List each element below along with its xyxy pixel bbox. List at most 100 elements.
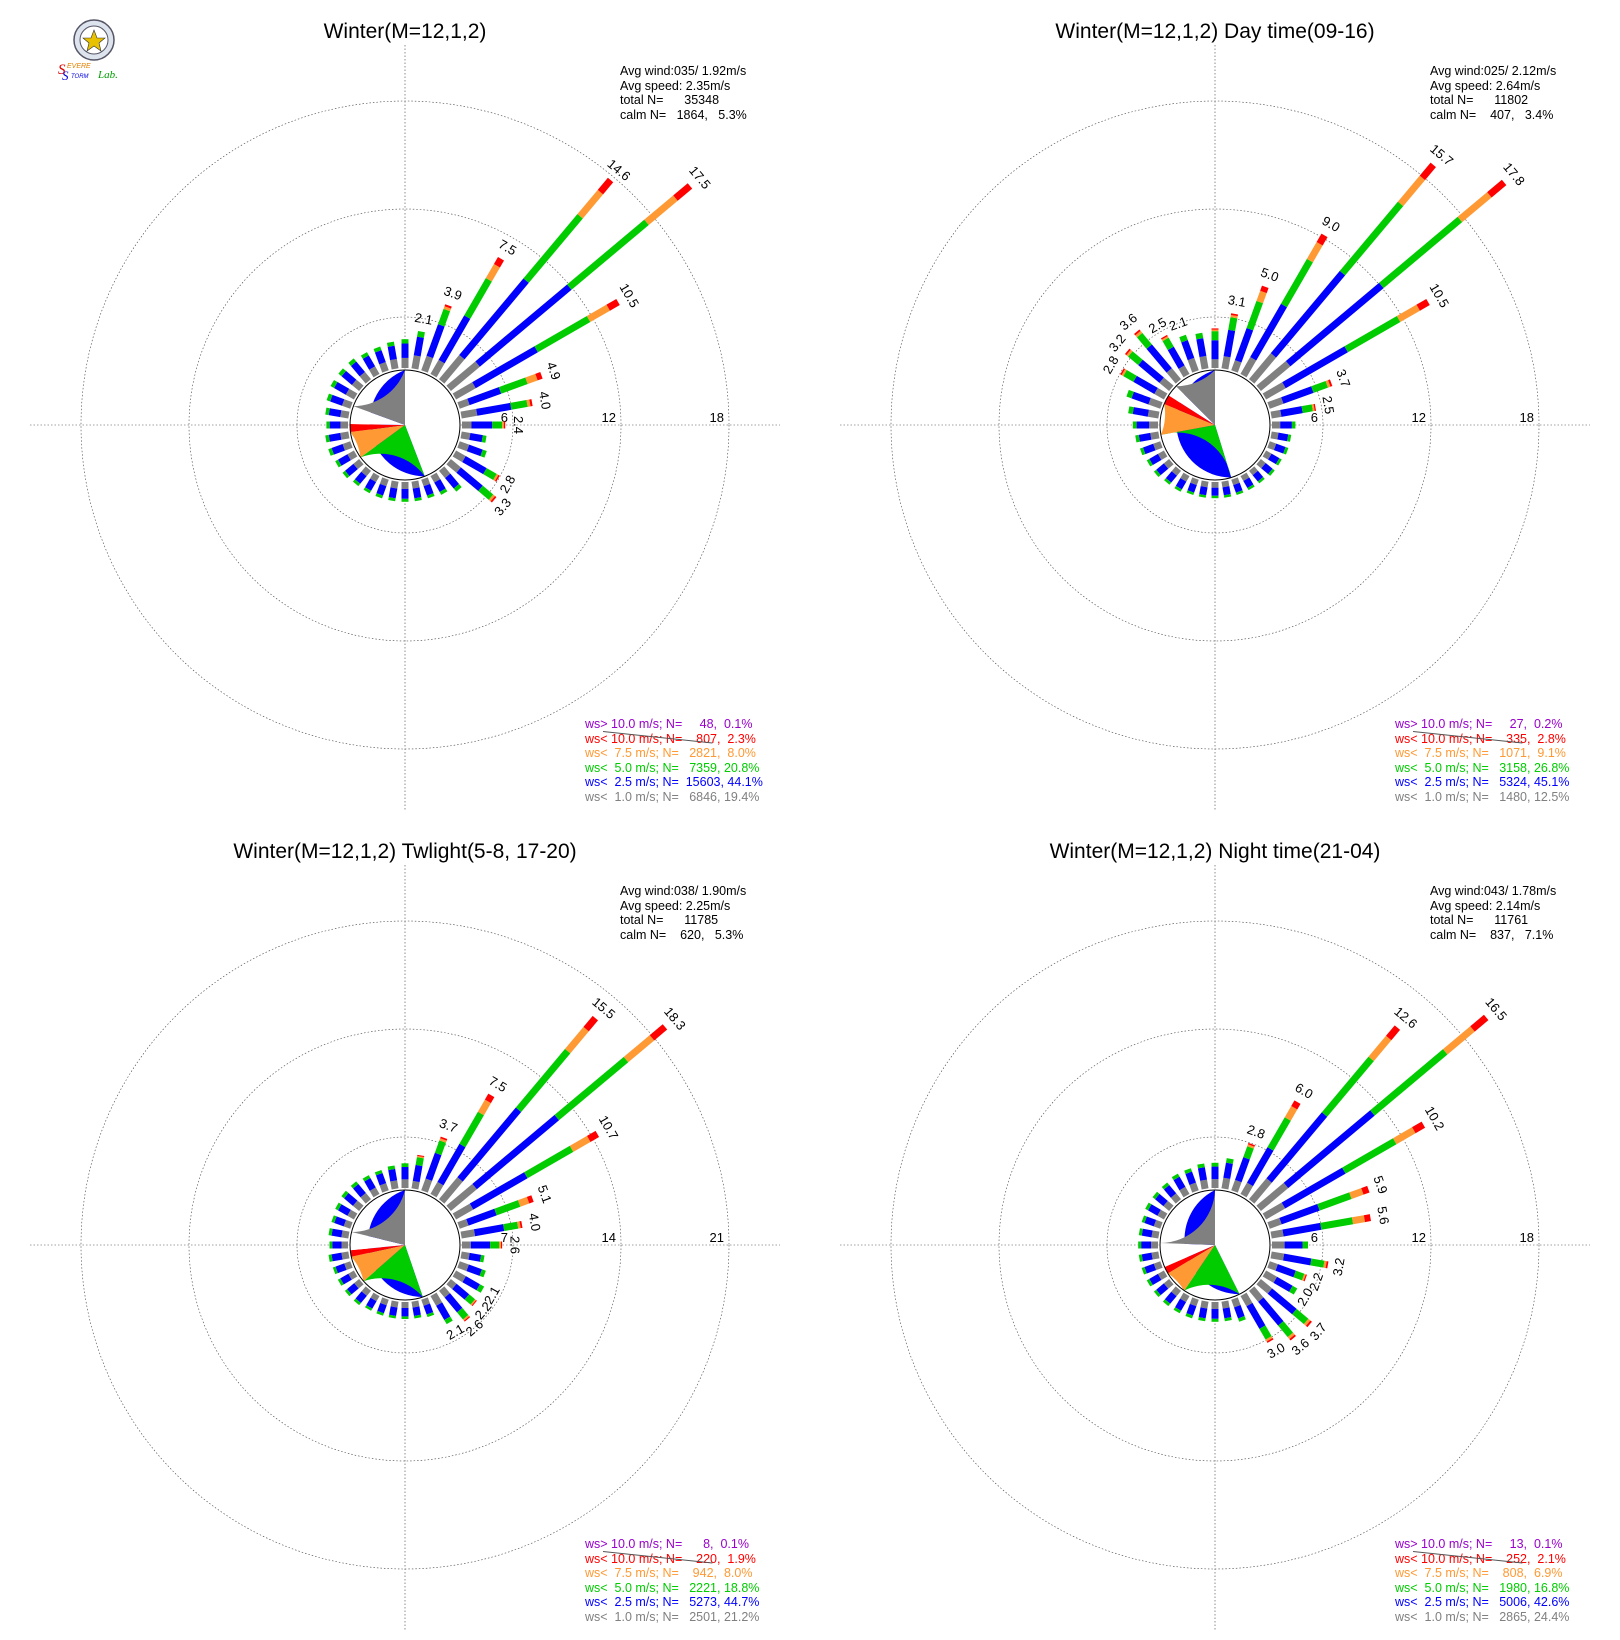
bar-segment-lt1 xyxy=(1211,482,1219,488)
wind-stat-line: Avg speed: 2.64m/s xyxy=(1430,78,1541,93)
bar-segment-lt1 xyxy=(457,441,470,452)
bar-segment-lt5 xyxy=(479,1254,485,1263)
ring-tick-label: 12 xyxy=(1412,410,1426,425)
bar-segment-lt1 xyxy=(370,1292,380,1302)
bar-segment-lt5 xyxy=(490,1241,500,1249)
direction-bar xyxy=(342,458,364,479)
bar-segment-lt2_5 xyxy=(1138,432,1152,442)
bar-segment-lt1 xyxy=(1256,458,1266,469)
bar-segment-lt2_5 xyxy=(462,456,487,475)
bar-segment-lt1 xyxy=(1231,1179,1242,1193)
bar-segment-lt2_5 xyxy=(1141,1241,1152,1249)
bar-segment-lt1 xyxy=(341,1241,349,1249)
bar-segment-lt5 xyxy=(1139,447,1146,456)
bar-segment-lt1 xyxy=(354,1278,364,1289)
bar-segment-lt5 xyxy=(1145,1202,1152,1211)
bar-segment-lt1 xyxy=(1187,357,1199,373)
bar-segment-lt5 xyxy=(364,1305,373,1311)
direction-bar xyxy=(457,1261,486,1278)
bar-segment-lt1 xyxy=(390,480,399,489)
bar-value-label: 4.0 xyxy=(536,390,554,410)
direction-bar xyxy=(1231,285,1269,373)
bar-segment-lt2_5 xyxy=(1198,1307,1208,1319)
bar-segment-lt1 xyxy=(401,357,409,368)
bar-segment-lt2_5 xyxy=(1211,340,1219,360)
bar-segment-lt1 xyxy=(1267,1261,1278,1271)
bar-segment-lt5 xyxy=(348,358,357,367)
bar-segment-lt2_5 xyxy=(347,1283,359,1295)
bar-segment-lt2_5 xyxy=(468,1252,482,1262)
direction-bar xyxy=(1270,431,1292,442)
bar-segment-lt2_5 xyxy=(1196,338,1207,358)
bar-segment-lt2_5 xyxy=(412,1306,421,1316)
direction-bar xyxy=(1138,1228,1160,1239)
direction-bar xyxy=(1139,441,1163,456)
direction-bar xyxy=(1141,1215,1163,1229)
bar-segment-lt2_5 xyxy=(1267,1288,1297,1315)
bar-segment-lt5 xyxy=(567,219,649,290)
bar-segment-lt2_5 xyxy=(1234,1157,1250,1183)
direction-bar xyxy=(1120,368,1168,400)
bar-segment-lt1 xyxy=(457,1261,469,1272)
direction-bar xyxy=(1231,477,1244,495)
bar-segment-lt2_5 xyxy=(401,1307,409,1317)
direction-bar xyxy=(1267,1261,1307,1282)
bar-segment-lt5 xyxy=(426,493,435,499)
bar-segment-lt2_5 xyxy=(328,432,342,442)
bar-segment-lt5 xyxy=(401,339,409,344)
bar-segment-lt5 xyxy=(1211,495,1219,499)
bar-segment-lt1 xyxy=(1248,466,1258,476)
bar-segment-lt7_5 xyxy=(416,1155,425,1159)
bar-segment-lt2_5 xyxy=(1275,1264,1296,1278)
bar-segment-lt10 xyxy=(597,177,614,195)
bar-segment-lt2_5 xyxy=(423,483,434,496)
bar-segment-lt7_5 xyxy=(1303,1318,1311,1326)
bar-segment-lt10 xyxy=(1385,1025,1401,1041)
pie-slice xyxy=(1160,403,1215,435)
direction-bar xyxy=(461,1241,503,1249)
wind-rose-plot: 6 12 182.86.012.6 16.510.25.95.63.22.22.03.… xyxy=(840,865,1590,1630)
direction-bar xyxy=(1262,450,1282,466)
direction-bar xyxy=(1160,334,1190,378)
direction-bar xyxy=(1221,1158,1234,1190)
bar-segment-lt2_5 xyxy=(387,345,397,361)
bar-value-label: 3.2 xyxy=(1330,1257,1348,1277)
bar-segment-lt5 xyxy=(1135,434,1140,443)
wind-stat-line: calm N= 837, 7.1% xyxy=(1430,927,1554,942)
direction-bar xyxy=(362,1175,380,1198)
direction-bar xyxy=(460,431,487,443)
direction-bar xyxy=(421,304,452,373)
direction-bar xyxy=(1197,1163,1209,1190)
bar-segment-lt1 xyxy=(1262,382,1286,400)
panel-title: Winter(M=12,1,2) Day time(09-16) xyxy=(1055,20,1375,43)
bar-segment-lt1 xyxy=(1262,450,1272,460)
bar-segment-lt2_5 xyxy=(1149,1273,1162,1285)
bar-segment-lt7_5 xyxy=(1247,1144,1255,1149)
bar-segment-lt5 xyxy=(1293,1270,1305,1281)
direction-bar xyxy=(1248,1025,1401,1204)
bar-segment-lt7_5 xyxy=(1325,380,1331,388)
bar-segment-lt1 xyxy=(411,480,420,489)
bar-segment-lt2_5 xyxy=(438,315,471,364)
wind-stat-line: Avg wind:025/ 2.12m/s xyxy=(1430,64,1557,78)
bar-segment-lt5 xyxy=(1179,334,1188,343)
bar-segment-lt5 xyxy=(328,448,334,456)
bar-segment-lt5 xyxy=(1228,317,1238,332)
direction-bar xyxy=(1256,1278,1312,1328)
bar-segment-lt7_5 xyxy=(525,373,538,385)
bar-segment-lt7_5 xyxy=(485,263,500,282)
bar-segment-lt1 xyxy=(430,1181,444,1198)
bar-segment-lt5 xyxy=(1138,1254,1143,1262)
direction-bar xyxy=(1221,480,1232,498)
direction-bar xyxy=(457,372,543,409)
bar-segment-lt1 xyxy=(1267,397,1284,409)
bar-segment-lt5 xyxy=(1128,351,1143,366)
wind-stat-line: Avg speed: 2.25m/s xyxy=(620,898,731,913)
bar-segment-lt2_5 xyxy=(445,473,460,489)
bar-segment-lt10 xyxy=(1416,298,1430,311)
legend-entry-lt7_5: ws< 7.5 m/s; N= 1071, 9.1% xyxy=(1395,746,1566,760)
direction-bar xyxy=(1267,379,1333,409)
bar-segment-lt5 xyxy=(341,1190,349,1199)
bar-segment-lt2_5 xyxy=(469,1172,528,1210)
direction-bar xyxy=(1134,329,1182,384)
